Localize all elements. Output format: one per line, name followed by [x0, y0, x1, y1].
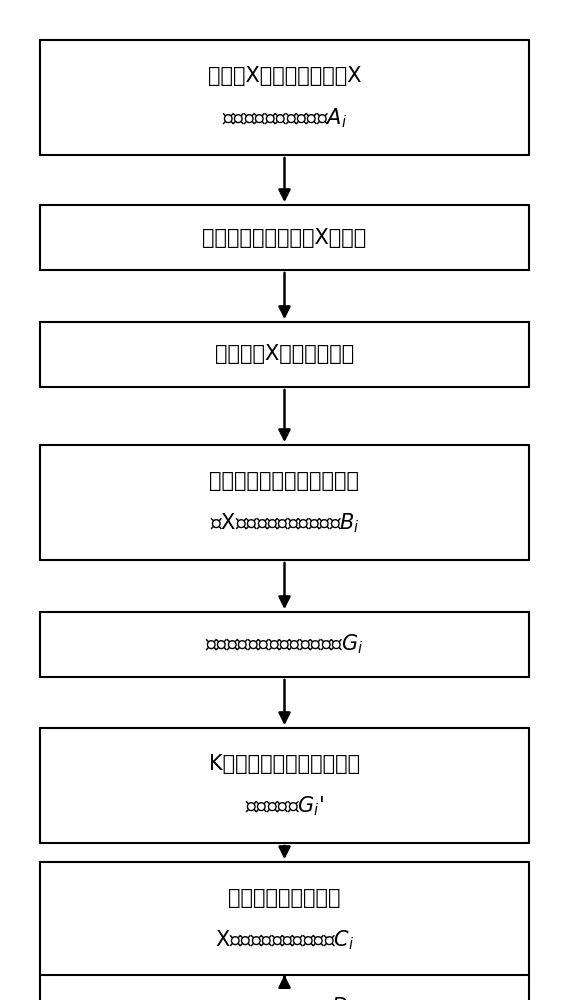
FancyBboxPatch shape: [40, 40, 529, 155]
Text: 的校正系数$G_i$': 的校正系数$G_i$': [245, 795, 324, 818]
FancyBboxPatch shape: [40, 862, 529, 977]
Text: X光线阵探测器的输出值$C_i$: X光线阵探测器的输出值$C_i$: [215, 929, 354, 952]
Text: 带X光线阵探测器的输出值$B_i$: 带X光线阵探测器的输出值$B_i$: [209, 512, 360, 535]
FancyBboxPatch shape: [40, 322, 529, 387]
Text: 获得钢丝绳芯输送带X光图像: 获得钢丝绳芯输送带X光图像: [203, 228, 366, 247]
Text: 获得钢丝绳芯输送带: 获得钢丝绳芯输送带: [228, 888, 341, 908]
Text: K帧计算平均值得到去噪后: K帧计算平均值得到去噪后: [209, 754, 360, 774]
FancyBboxPatch shape: [40, 975, 529, 1000]
FancyBboxPatch shape: [40, 612, 529, 677]
FancyBboxPatch shape: [40, 445, 529, 560]
Text: 计算得到校正后的输出值$D_i$: 计算得到校正后的输出值$D_i$: [216, 996, 353, 1000]
Text: 计算得到每个像元的校正系数$G_i$: 计算得到每个像元的校正系数$G_i$: [205, 633, 364, 656]
Text: 光线阵探测器的输出值$A_i$: 光线阵探测器的输出值$A_i$: [222, 107, 347, 130]
FancyBboxPatch shape: [40, 205, 529, 270]
Text: 确定一个X光射线源强度: 确定一个X光射线源强度: [215, 344, 354, 364]
Text: 打开射线源，获得橡胶输送: 打开射线源，获得橡胶输送: [209, 471, 360, 491]
FancyBboxPatch shape: [40, 728, 529, 843]
Text: 获得无X光照射条件下的X: 获得无X光照射条件下的X: [208, 66, 361, 87]
